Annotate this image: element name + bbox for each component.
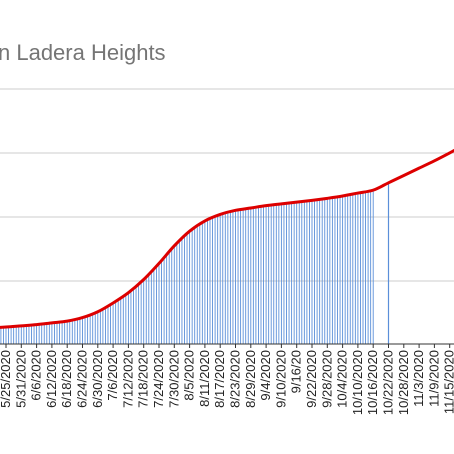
x-tick-label: 8/23/2020 (228, 350, 243, 408)
x-tick-label: 10/4/2020 (335, 350, 350, 408)
x-tick-label: 7/12/2020 (120, 350, 135, 408)
x-tick-label: 10/16/2020 (365, 350, 380, 415)
x-tick-label: 10/10/2020 (350, 350, 365, 415)
series-line (0, 148, 454, 329)
x-tick-label: 9/4/2020 (258, 350, 273, 401)
x-tick-label: 8/29/2020 (243, 350, 258, 408)
x-tick-label: 7/30/2020 (166, 350, 181, 408)
chart-title: n Ladera Heights (0, 40, 166, 65)
x-axis (0, 343, 454, 348)
x-tick-label: 11/3/2020 (411, 350, 426, 407)
x-tick-label: 7/18/2020 (136, 350, 151, 408)
bar-series (0, 182, 390, 344)
x-tick-label: 9/28/2020 (319, 350, 334, 408)
x-tick-label: 6/6/2020 (29, 350, 44, 401)
x-tick-label: 7/6/2020 (105, 350, 120, 401)
x-tick-label: 7/24/2020 (151, 350, 166, 408)
x-tick-label: 5/25/2020 (0, 350, 13, 408)
x-tick-label: 6/24/2020 (75, 350, 90, 408)
x-tick-label: 6/12/2020 (44, 350, 59, 408)
x-tick-label: 8/5/2020 (182, 350, 197, 401)
x-tick-label: 10/28/2020 (396, 350, 411, 415)
x-tick-label: 8/17/2020 (212, 350, 227, 408)
x-tick-labels: 5/25/2020 5/31/2020 6/6/2020 6/12/2020 6/18/… (0, 350, 454, 415)
x-tick-label: 6/30/2020 (90, 350, 105, 408)
x-tick-label: 11/15/2020 (442, 350, 454, 414)
x-tick-label: 9/16/20 (289, 350, 304, 393)
x-tick-label: 10/22/2020 (381, 350, 396, 415)
trend-line-series (0, 148, 454, 329)
x-tick-label: 6/18/2020 (59, 350, 74, 408)
x-tick-label: 5/31/2020 (13, 350, 28, 408)
x-tick-label: 9/10/2020 (273, 350, 288, 408)
x-tick-label: 8/11/2020 (197, 350, 212, 407)
x-tick-label: 11/9/2020 (426, 350, 441, 407)
x-tick-label: 9/22/2020 (304, 350, 319, 408)
